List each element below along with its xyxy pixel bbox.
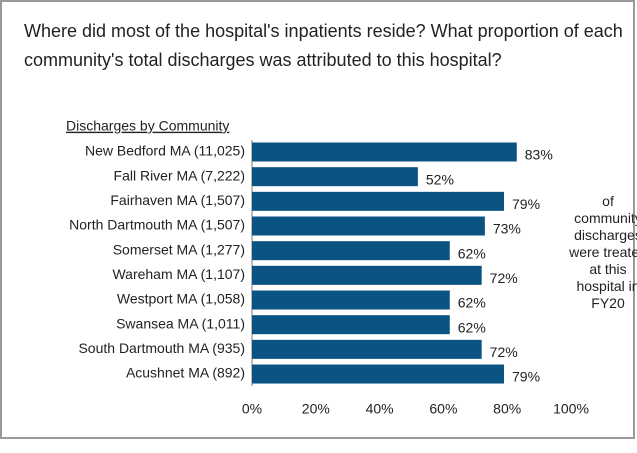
data-label: 52% — [426, 171, 454, 187]
y-tick-label: New Bedford MA (11,025) — [85, 143, 245, 159]
y-tick-label: Somerset MA (1,277) — [113, 241, 245, 257]
y-axis-label: Discharges by Community — [66, 118, 229, 134]
x-tick-label: 40% — [366, 401, 394, 417]
y-tick-label: South Dartmouth MA (935) — [78, 340, 245, 356]
y-tick-label: Wareham MA (1,107) — [112, 266, 245, 282]
data-label: 62% — [458, 245, 486, 261]
data-label: 83% — [525, 147, 553, 163]
bar — [252, 339, 482, 359]
data-label: 79% — [512, 196, 540, 212]
y-tick-label: North Dartmouth MA (1,507) — [69, 217, 245, 233]
x-tick-label: 0% — [242, 401, 262, 417]
data-label: 62% — [458, 319, 486, 335]
data-label: 62% — [458, 295, 486, 311]
bar — [252, 265, 482, 285]
bar — [252, 290, 450, 310]
bar — [252, 142, 517, 162]
x-tick-label: 60% — [429, 401, 457, 417]
bar — [252, 241, 450, 261]
y-tick-label: Swansea MA (1,011) — [116, 315, 245, 331]
bar — [252, 191, 505, 211]
bar — [252, 167, 418, 187]
data-label: 79% — [512, 369, 540, 385]
chart-title: Where did most of the hospital's inpatie… — [24, 21, 623, 70]
data-label: 73% — [493, 221, 521, 237]
data-label: 72% — [490, 344, 518, 360]
bar — [252, 364, 505, 384]
bar — [252, 315, 450, 335]
y-tick-label: Westport MA (1,058) — [117, 291, 245, 307]
y-tick-label: Fall River MA (7,222) — [114, 167, 245, 183]
y-tick-label: Fairhaven MA (1,507) — [110, 192, 245, 208]
annotation: of community discharges were treated at … — [569, 193, 637, 311]
x-tick-label: 80% — [493, 401, 521, 417]
data-label: 72% — [490, 270, 518, 286]
y-tick-label: Acushnet MA (892) — [126, 365, 245, 381]
bar — [252, 216, 485, 236]
x-tick-label: 100% — [553, 401, 589, 417]
x-tick-label: 20% — [302, 401, 330, 417]
